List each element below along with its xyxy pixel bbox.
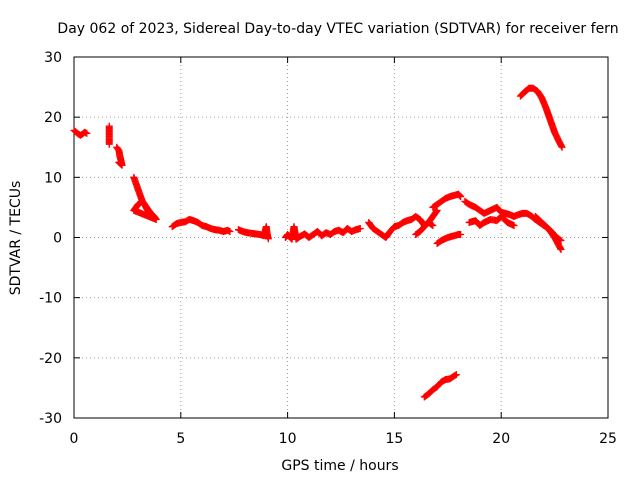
chart-title: Day 062 of 2023, Sidereal Day-to-day VTE… [57, 21, 618, 37]
series-seg11 [433, 230, 465, 248]
x-tick-label: 10 [279, 431, 297, 447]
x-tick-label: 0 [70, 431, 79, 447]
x-tick-label: 5 [176, 431, 185, 447]
series-seg13 [465, 212, 518, 229]
x-tick-label: 15 [385, 431, 403, 447]
x-axis-label: GPS time / hours [281, 458, 398, 474]
data-point [557, 246, 565, 254]
y-tick-labels: -30 -20 -10 0 10 20 30 [39, 50, 62, 427]
series-seg14 [531, 212, 565, 254]
y-tick-label: -10 [39, 291, 62, 307]
data-point [429, 221, 437, 229]
y-tick-label: 10 [44, 170, 62, 186]
data-point [457, 193, 465, 201]
series-seg15 [516, 84, 566, 151]
data-point [116, 159, 124, 167]
data-point [456, 192, 464, 200]
data-point [116, 160, 124, 168]
data-point [356, 224, 364, 232]
series-seg8 [365, 212, 437, 241]
data-points [70, 84, 566, 401]
data-point [146, 208, 154, 216]
series-seg2 [105, 122, 113, 148]
series-seg9 [429, 190, 465, 211]
data-point [510, 221, 518, 229]
data-point [455, 191, 463, 199]
y-tick-label: 0 [53, 231, 62, 247]
series-seg7 [281, 223, 364, 243]
y-axis-label: SDTVAR / TECUs [8, 181, 24, 296]
data-point [433, 206, 441, 214]
series-seg6 [234, 223, 272, 243]
series-seg16 [420, 371, 460, 401]
data-point [432, 207, 440, 215]
y-tick-label: 30 [44, 50, 62, 66]
grid-lines [74, 57, 608, 418]
y-tick-label: 20 [44, 110, 62, 126]
series-seg10 [412, 206, 441, 238]
data-point [105, 140, 113, 148]
data-point [558, 143, 566, 151]
data-point [115, 158, 123, 166]
series-seg4 [130, 173, 160, 223]
data-point [147, 209, 155, 217]
y-tick-label: -20 [39, 351, 62, 367]
data-point [83, 129, 91, 137]
x-tick-label: 25 [599, 431, 617, 447]
series-seg1 [70, 126, 91, 139]
data-point [264, 235, 272, 243]
plot-frame [73, 56, 609, 419]
data-point [457, 230, 465, 238]
x-tick-labels: 0 5 10 15 20 25 [70, 431, 617, 447]
data-point [226, 227, 234, 235]
series-seg3 [113, 143, 126, 169]
data-point [452, 371, 460, 379]
series-seg5 [168, 215, 234, 235]
x-tick-label: 20 [492, 431, 510, 447]
y-tick-label: -30 [39, 411, 62, 427]
